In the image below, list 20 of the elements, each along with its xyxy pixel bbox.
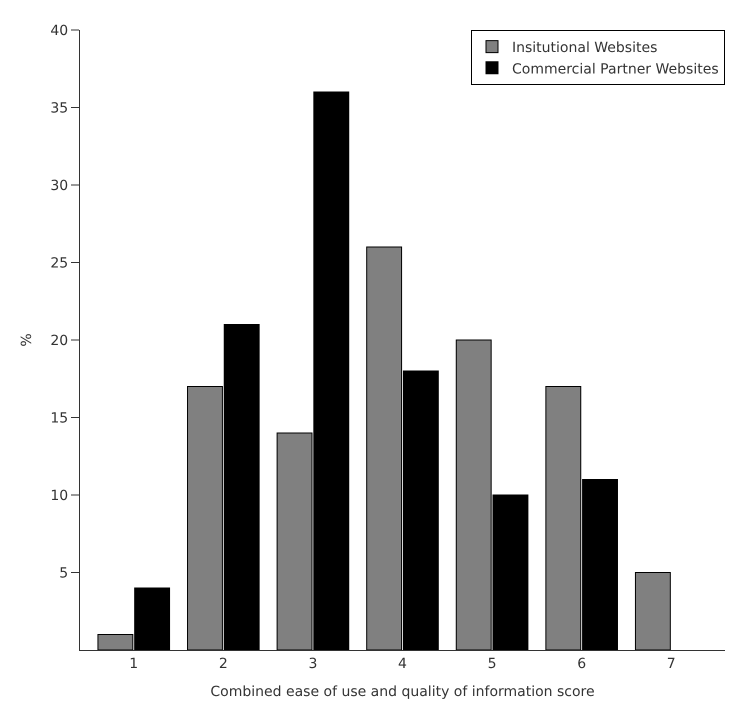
bar	[634, 572, 671, 650]
y-tick-label: 20	[50, 332, 68, 349]
y-tick-label: 15	[50, 410, 68, 426]
x-tick-label: 7	[666, 656, 676, 672]
legend-label: Insitutional Websites	[512, 40, 658, 56]
y-tick-label: 40	[50, 22, 68, 39]
y-tick-label: 25	[50, 255, 68, 272]
x-tick-label: 6	[577, 656, 586, 672]
y-axis-title: %	[18, 333, 35, 347]
x-tick-label: 5	[488, 656, 497, 672]
x-tick-label: 1	[129, 656, 138, 672]
y-tick-label: 5	[59, 565, 68, 582]
y-tick-label: 35	[50, 100, 68, 116]
x-axis-title: Combined ease of use and quality of information score	[210, 684, 595, 700]
y-tick-label: 30	[50, 178, 68, 194]
x-tick-label: 4	[398, 656, 408, 672]
legend-label: Commercial Partner Websites	[512, 61, 719, 78]
x-tick-label: 2	[218, 656, 228, 672]
x-tick-label: 3	[308, 656, 318, 672]
y-tick-label: 10	[50, 488, 68, 504]
